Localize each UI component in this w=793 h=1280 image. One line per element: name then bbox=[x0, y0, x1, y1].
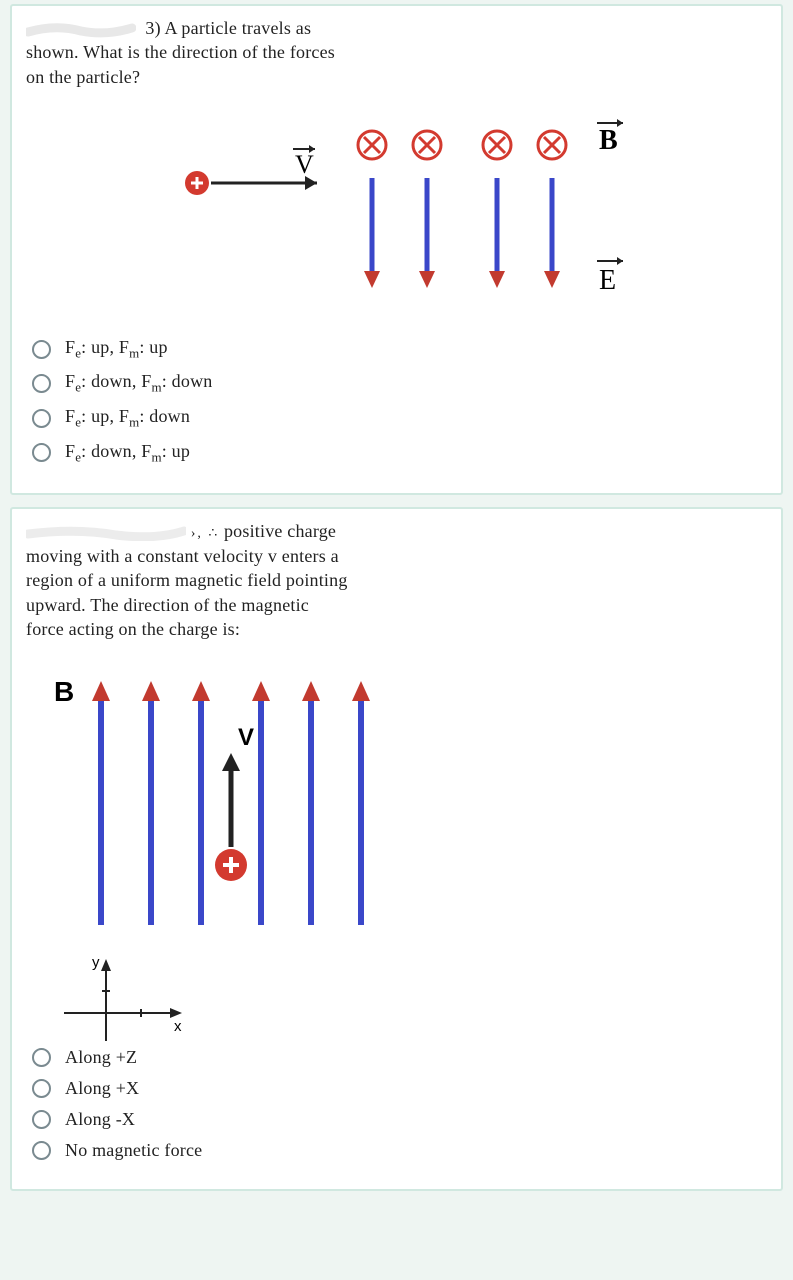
q2-option-3-label: Along -X bbox=[65, 1109, 135, 1130]
q2-line4: force acting on the charge is: bbox=[26, 619, 240, 639]
radio-icon bbox=[32, 1110, 51, 1129]
q1-diagram: V bbox=[137, 103, 657, 313]
b-label-2: B bbox=[54, 676, 74, 707]
y-axis-label: y bbox=[92, 954, 100, 971]
q1-prompt: 3) A particle travels as shown. What is … bbox=[26, 16, 767, 95]
b-label: B bbox=[599, 125, 618, 156]
radio-icon bbox=[32, 409, 51, 428]
radio-icon bbox=[32, 1048, 51, 1067]
q2-line3: upward. The direction of the magnetic bbox=[26, 595, 309, 615]
q1-option-2-label: Fe: down, Fm: down bbox=[65, 371, 212, 396]
xy-axes: y x bbox=[56, 951, 196, 1061]
question-2-card: ›, ∴ positive charge moving with a const… bbox=[10, 507, 783, 1191]
q1-option-4[interactable]: Fe: down, Fm: up bbox=[32, 441, 767, 466]
q2-option-2[interactable]: Along +X bbox=[32, 1078, 767, 1099]
redaction-mark bbox=[26, 22, 136, 38]
v-label-2: V bbox=[238, 724, 254, 751]
question-1-card: 3) A particle travels as shown. What is … bbox=[10, 4, 783, 495]
x-axis-label: x bbox=[174, 1018, 182, 1035]
q2-option-2-label: Along +X bbox=[65, 1078, 139, 1099]
charge-velocity-icon bbox=[215, 753, 247, 881]
q1-option-3[interactable]: Fe: up, Fm: down bbox=[32, 406, 767, 431]
radio-icon bbox=[32, 443, 51, 462]
q2-line2: region of a uniform magnetic field point… bbox=[26, 570, 348, 590]
q2-options: Along +Z Along +X Along -X No magnetic f… bbox=[32, 1047, 767, 1161]
q2-option-4-label: No magnetic force bbox=[65, 1140, 202, 1161]
q2-diagram: B bbox=[36, 655, 406, 1035]
q2-prompt: ›, ∴ positive charge moving with a const… bbox=[26, 519, 767, 647]
q1-option-3-label: Fe: up, Fm: down bbox=[65, 406, 190, 431]
q1-option-1-label: Fe: up, Fm: up bbox=[65, 337, 168, 362]
radio-icon bbox=[32, 1141, 51, 1160]
q1-diagram-svg: V bbox=[137, 103, 657, 313]
q1-option-4-label: Fe: down, Fm: up bbox=[65, 441, 190, 466]
radio-icon bbox=[32, 340, 51, 359]
q1-number: 3) bbox=[145, 18, 160, 38]
q1-line1: A particle travels as bbox=[165, 18, 312, 38]
e-label: E bbox=[599, 265, 616, 296]
radio-icon bbox=[32, 374, 51, 393]
radio-icon bbox=[32, 1079, 51, 1098]
axes-svg: y x bbox=[56, 951, 196, 1051]
q2-option-4[interactable]: No magnetic force bbox=[32, 1140, 767, 1161]
q2-line1: moving with a constant velocity v enters… bbox=[26, 546, 339, 566]
q1-line3: on the particle? bbox=[26, 67, 140, 87]
b-field-into-page-icon bbox=[358, 131, 566, 159]
q2-lead: positive charge bbox=[224, 521, 336, 541]
redaction-mark bbox=[26, 525, 186, 541]
q1-option-1[interactable]: Fe: up, Fm: up bbox=[32, 337, 767, 362]
e-field-arrows-icon bbox=[364, 178, 560, 288]
v-label: V bbox=[295, 150, 314, 179]
page: 3) A particle travels as shown. What is … bbox=[0, 4, 793, 1191]
q2-option-3[interactable]: Along -X bbox=[32, 1109, 767, 1130]
q1-options: Fe: up, Fm: up Fe: down, Fm: down Fe: up… bbox=[32, 337, 767, 465]
q1-line2: shown. What is the direction of the forc… bbox=[26, 42, 335, 62]
q2-diagram-svg: B bbox=[36, 655, 406, 945]
q1-option-2[interactable]: Fe: down, Fm: down bbox=[32, 371, 767, 396]
